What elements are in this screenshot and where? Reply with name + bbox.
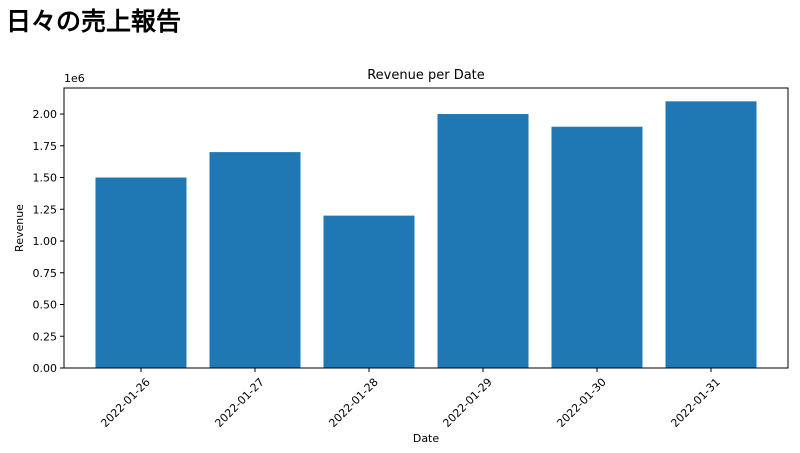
bar [95, 177, 187, 368]
chart-title: Revenue per Date [367, 68, 485, 83]
plot-frame [63, 87, 789, 369]
y-tick-label: 0.75 [33, 267, 58, 280]
x-tick-label: 2022-01-31 [668, 376, 722, 430]
bar [323, 215, 415, 368]
x-axis-label: Date [413, 432, 440, 445]
y-tick-label: 0.00 [33, 362, 58, 375]
x-tick-label: 2022-01-29 [440, 376, 494, 430]
y-tick-label: 1.00 [33, 235, 58, 248]
y-tick-label: 1.75 [33, 140, 58, 153]
bar [437, 114, 529, 369]
y-tick-label: 2.00 [33, 108, 58, 121]
y-axis-label: Revenue [13, 204, 26, 252]
bar [665, 101, 757, 368]
x-tick-label: 2022-01-26 [98, 376, 152, 430]
x-tick-label: 2022-01-27 [212, 376, 266, 430]
y-tick-label: 1.50 [33, 172, 58, 185]
x-tick-label: 2022-01-30 [554, 376, 608, 430]
bar [209, 152, 301, 368]
y-tick-label: 0.50 [33, 299, 58, 312]
x-tick-label: 2022-01-28 [326, 376, 380, 430]
y-tick-label: 0.25 [33, 330, 58, 343]
y-offset-label: 1e6 [64, 72, 85, 85]
page-title: 日々の売上報告 [6, 7, 182, 36]
y-tick-label: 1.25 [33, 203, 58, 216]
bar [551, 126, 643, 368]
